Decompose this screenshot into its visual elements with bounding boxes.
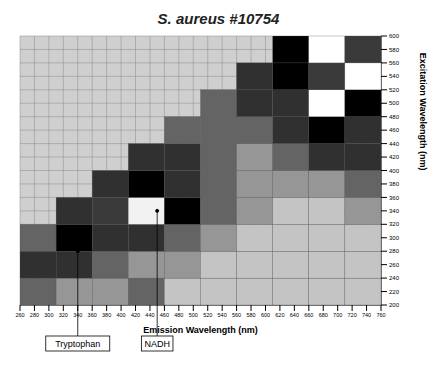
svg-text:280: 280 xyxy=(389,248,400,254)
svg-text:720: 720 xyxy=(348,312,357,318)
svg-text:340: 340 xyxy=(389,208,400,214)
svg-text:NADH: NADH xyxy=(144,339,170,349)
svg-text:420: 420 xyxy=(131,312,140,318)
svg-text:220: 220 xyxy=(389,289,400,295)
svg-text:600: 600 xyxy=(261,312,270,318)
svg-text:Emission Wavelength (nm): Emission Wavelength (nm) xyxy=(143,325,258,335)
svg-text:200: 200 xyxy=(389,302,400,308)
svg-text:300: 300 xyxy=(44,312,53,318)
svg-text:440: 440 xyxy=(389,141,400,147)
svg-text:Excitation Wavelength (nm): Excitation Wavelength (nm) xyxy=(418,53,428,171)
svg-text:760: 760 xyxy=(376,312,385,318)
svg-text:280: 280 xyxy=(30,312,39,318)
svg-text:260: 260 xyxy=(389,262,400,268)
svg-text:300: 300 xyxy=(389,235,400,241)
svg-text:600: 600 xyxy=(389,33,400,39)
svg-text:560: 560 xyxy=(389,60,400,66)
svg-text:560: 560 xyxy=(232,312,241,318)
svg-text:700: 700 xyxy=(333,312,342,318)
svg-text:360: 360 xyxy=(88,312,97,318)
svg-text:540: 540 xyxy=(218,312,227,318)
svg-text:520: 520 xyxy=(389,87,400,93)
svg-text:380: 380 xyxy=(389,181,400,187)
svg-text:580: 580 xyxy=(246,312,255,318)
svg-text:380: 380 xyxy=(102,312,111,318)
svg-text:460: 460 xyxy=(389,127,400,133)
svg-text:480: 480 xyxy=(174,312,183,318)
svg-text:520: 520 xyxy=(203,312,212,318)
svg-text:680: 680 xyxy=(319,312,328,318)
svg-text:480: 480 xyxy=(389,114,400,120)
svg-text:740: 740 xyxy=(362,312,371,318)
svg-text:440: 440 xyxy=(145,312,154,318)
svg-text:580: 580 xyxy=(389,47,400,53)
svg-text:460: 460 xyxy=(160,312,169,318)
svg-text:240: 240 xyxy=(389,275,400,281)
svg-text:640: 640 xyxy=(290,312,299,318)
svg-text:400: 400 xyxy=(389,168,400,174)
svg-text:500: 500 xyxy=(189,312,198,318)
svg-text:540: 540 xyxy=(389,73,400,79)
svg-text:420: 420 xyxy=(389,154,400,160)
svg-text:Tryptophan: Tryptophan xyxy=(55,339,100,349)
html-text:S. aureus #10754: S. aureus #10754 xyxy=(157,10,280,27)
svg-text:360: 360 xyxy=(389,195,400,201)
svg-text:620: 620 xyxy=(275,312,284,318)
svg-text:260: 260 xyxy=(15,312,24,318)
svg-text:400: 400 xyxy=(116,312,125,318)
svg-text:320: 320 xyxy=(59,312,68,318)
svg-text:660: 660 xyxy=(304,312,313,318)
svg-text:320: 320 xyxy=(389,221,400,227)
svg-text:340: 340 xyxy=(73,312,82,318)
svg-text:500: 500 xyxy=(389,100,400,106)
